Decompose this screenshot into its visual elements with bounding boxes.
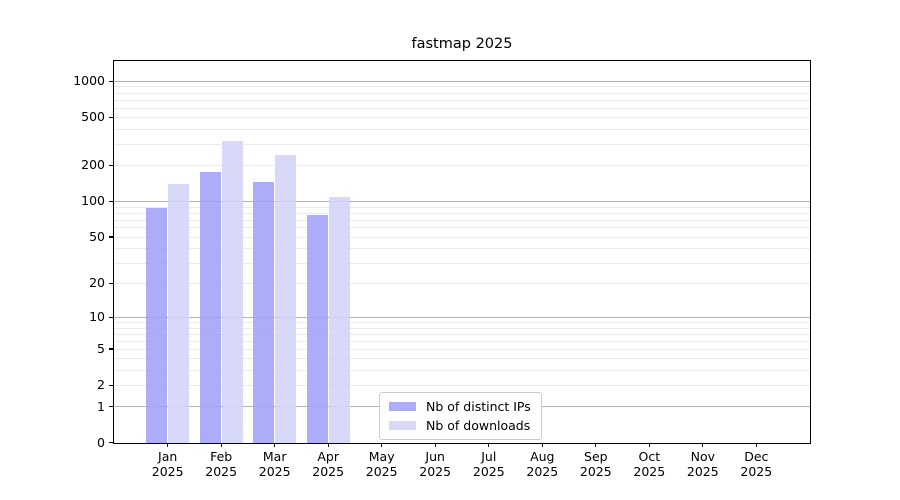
bar-downloads <box>221 140 243 443</box>
minor-gridline <box>114 262 810 264</box>
minor-gridline <box>114 283 810 285</box>
minor-gridline <box>114 348 810 350</box>
x-tick-label: Jul 2025 <box>472 448 505 479</box>
legend-item-downloads: Nb of downloads <box>389 416 532 435</box>
bar-distinct-ips <box>306 215 328 443</box>
major-gridline <box>114 80 810 82</box>
x-tick-mark <box>541 442 543 447</box>
minor-gridline <box>114 165 810 166</box>
y-tick-mark <box>109 316 113 318</box>
minor-gridline <box>114 322 810 324</box>
minor-gridline <box>114 99 810 101</box>
y-tick-mark <box>109 164 113 166</box>
legend-label-downloads: Nb of downloads <box>426 418 531 433</box>
legend: Nb of distinct IPs Nb of downloads <box>379 392 542 440</box>
minor-gridline <box>114 340 810 342</box>
x-tick-label: Jun 2025 <box>419 448 452 479</box>
y-tick-label: 200 <box>81 157 105 173</box>
legend-swatch-downloads <box>389 420 416 431</box>
x-tick-label: Sep 2025 <box>579 448 612 479</box>
bars-layer <box>114 61 810 443</box>
y-tick-mark <box>109 384 113 386</box>
x-tick-label: Mar 2025 <box>258 448 291 479</box>
minor-gridline <box>114 236 810 238</box>
minor-gridline <box>114 107 810 109</box>
x-tick-mark <box>327 442 329 447</box>
x-tick-mark <box>648 442 650 447</box>
legend-label-distinct-ips: Nb of distinct IPs <box>426 399 531 414</box>
minor-gridline <box>114 227 810 229</box>
y-tick-label: 100 <box>81 193 105 209</box>
y-tick-label: 10 <box>89 309 105 325</box>
y-tick-mark <box>109 80 113 82</box>
minor-gridline <box>114 143 810 145</box>
minor-gridline <box>114 248 810 250</box>
minor-gridline <box>114 92 810 94</box>
bar-downloads <box>168 183 189 443</box>
bar-downloads <box>328 197 350 443</box>
y-tick-label: 500 <box>81 109 105 125</box>
x-tick-label: Oct 2025 <box>633 448 666 479</box>
bar-distinct-ips <box>253 181 274 443</box>
y-tick-mark <box>109 116 113 118</box>
plot-area <box>113 60 811 444</box>
legend-swatch-distinct-ips <box>389 401 416 412</box>
y-tick-label: 1000 <box>73 73 105 89</box>
y-tick-label: 20 <box>89 275 105 291</box>
x-tick-mark <box>595 442 597 447</box>
x-tick-mark <box>274 442 276 447</box>
major-gridline <box>114 317 810 319</box>
y-tick-label: 2 <box>97 377 105 393</box>
x-tick-label: May 2025 <box>365 448 398 479</box>
x-tick-mark <box>167 442 169 447</box>
bar-distinct-ips <box>199 171 221 443</box>
y-tick-mark <box>109 405 113 408</box>
y-tick-mark <box>109 442 113 444</box>
minor-gridline <box>114 206 810 208</box>
x-tick-label: Feb 2025 <box>205 448 238 479</box>
x-tick-label: Aug 2025 <box>526 448 559 479</box>
x-tick-label: Nov 2025 <box>686 448 719 479</box>
y-tick-mark <box>109 282 113 284</box>
x-tick-label: Jan 2025 <box>151 448 184 479</box>
major-gridline <box>114 201 810 202</box>
y-tick-label: 0 <box>97 434 105 450</box>
x-tick-mark <box>755 442 757 447</box>
x-tick-mark <box>488 442 490 447</box>
y-tick-mark <box>109 348 113 350</box>
y-tick-label: 5 <box>97 341 105 356</box>
minor-gridline <box>114 358 810 360</box>
x-tick-label: Apr 2025 <box>312 448 345 479</box>
bar-distinct-ips <box>146 207 167 443</box>
x-tick-mark <box>702 442 704 447</box>
minor-gridline <box>114 370 810 371</box>
minor-gridline <box>114 219 810 221</box>
x-tick-label: Dec 2025 <box>740 448 773 479</box>
y-tick-label: 1 <box>97 398 105 414</box>
y-tick-mark <box>109 200 113 202</box>
legend-item-distinct-ips: Nb of distinct IPs <box>389 397 532 416</box>
y-tick-label: 50 <box>89 229 105 244</box>
minor-gridline <box>114 117 810 119</box>
x-tick-mark <box>220 442 222 447</box>
gridlines-layer <box>114 61 810 443</box>
minor-gridline <box>114 212 810 214</box>
minor-gridline <box>114 327 810 329</box>
y-tick-mark <box>109 236 113 238</box>
minor-gridline <box>114 128 810 130</box>
minor-gridline <box>114 333 810 335</box>
chart-title: fastmap 2025 <box>411 36 513 52</box>
minor-gridline <box>114 385 810 387</box>
x-tick-mark <box>434 442 436 447</box>
bar-downloads <box>275 154 296 443</box>
x-tick-mark <box>381 442 383 447</box>
minor-gridline <box>114 86 810 88</box>
